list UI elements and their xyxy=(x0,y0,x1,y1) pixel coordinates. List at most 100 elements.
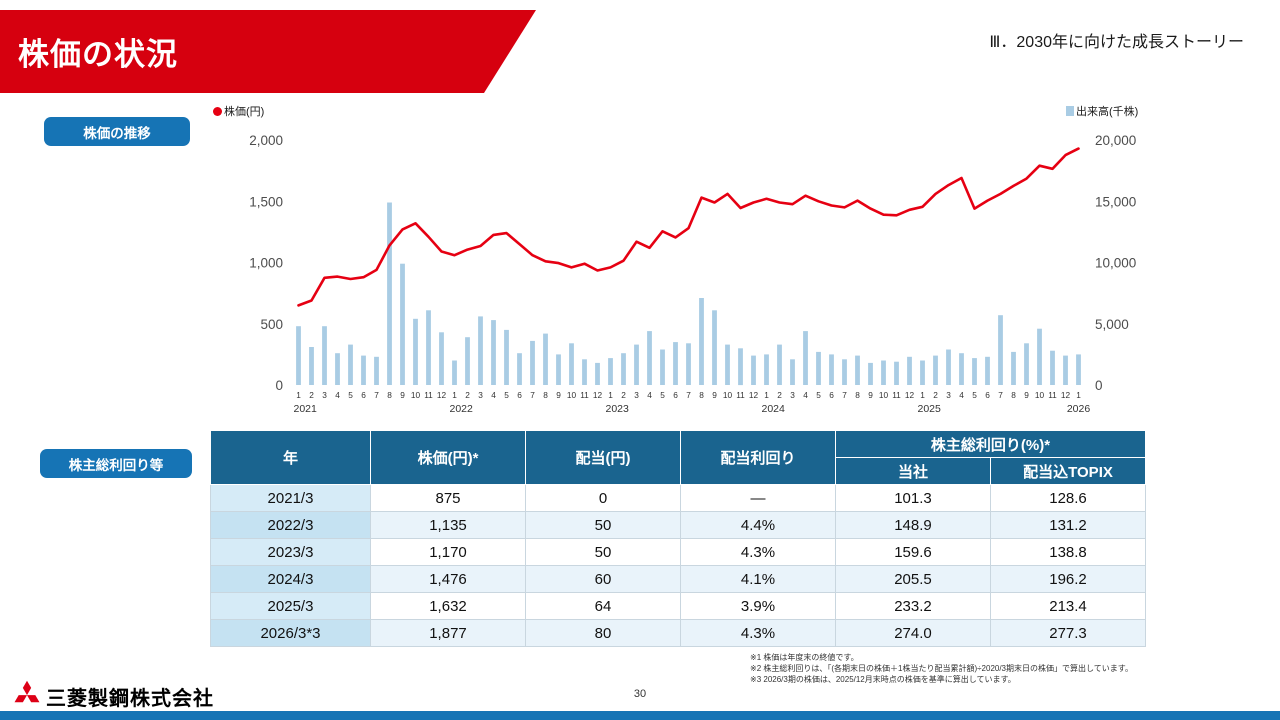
svg-text:2,000: 2,000 xyxy=(249,133,283,148)
svg-text:11: 11 xyxy=(580,390,589,400)
tsr-table: 年 株価(円)* 配当(円) 配当利回り 株主総利回り(%)* 当社 配当込TO… xyxy=(210,430,1147,647)
mitsubishi-logo-icon xyxy=(12,680,42,708)
svg-text:1,500: 1,500 xyxy=(249,194,283,209)
svg-text:2023: 2023 xyxy=(606,403,630,415)
year-cell: 2024/3 xyxy=(210,565,371,593)
footnote: ※1 株価は年度末の終値です。 xyxy=(750,653,859,662)
svg-text:10: 10 xyxy=(411,390,421,400)
svg-text:12: 12 xyxy=(1061,390,1071,400)
footnote: ※2 株主総利回りは、「(各期末日の株価＋1株当たり配当累計額)÷2020/3期… xyxy=(750,663,1133,673)
price-legend: 株価(円) xyxy=(213,103,264,119)
value-cell: 101.3 xyxy=(835,484,991,512)
svg-text:5: 5 xyxy=(816,390,821,400)
value-cell: 4.3% xyxy=(680,538,836,566)
svg-text:500: 500 xyxy=(260,317,283,332)
svg-text:8: 8 xyxy=(1011,390,1016,400)
svg-text:5: 5 xyxy=(972,390,977,400)
svg-text:3: 3 xyxy=(946,390,951,400)
svg-text:6: 6 xyxy=(829,390,834,400)
page-number: 30 xyxy=(633,688,647,700)
svg-text:11: 11 xyxy=(424,390,433,400)
table-row: 2024/3 1,476 60 4.1% 205.5 196.2 xyxy=(210,565,1147,593)
svg-text:12: 12 xyxy=(593,390,603,400)
svg-text:0: 0 xyxy=(1095,378,1103,393)
svg-text:1: 1 xyxy=(1076,390,1081,400)
svg-text:5: 5 xyxy=(348,390,353,400)
svg-text:10: 10 xyxy=(567,390,577,400)
value-cell: 213.4 xyxy=(989,592,1147,620)
svg-text:5: 5 xyxy=(504,390,509,400)
chart-section-pill: 株価の推移 xyxy=(44,117,190,146)
value-cell: 1,632 xyxy=(370,592,526,620)
svg-text:2: 2 xyxy=(309,390,314,400)
page-title: 株価の状況 xyxy=(18,37,178,72)
footnotes: ※1 株価は年度末の終値です。 ※2 株主総利回りは、「(各期末日の株価＋1株当た… xyxy=(750,653,1230,685)
svg-text:4: 4 xyxy=(491,390,496,400)
svg-text:9: 9 xyxy=(868,390,873,400)
svg-text:5: 5 xyxy=(660,390,665,400)
bottom-accent-bar xyxy=(0,711,1280,720)
svg-text:6: 6 xyxy=(361,390,366,400)
svg-text:15,000: 15,000 xyxy=(1095,194,1136,209)
svg-text:1,000: 1,000 xyxy=(249,256,283,271)
value-cell: 159.6 xyxy=(835,538,991,566)
svg-text:11: 11 xyxy=(892,390,901,400)
value-cell: 64 xyxy=(525,592,681,620)
svg-text:2022: 2022 xyxy=(450,403,474,415)
table-section-pill: 株主総利回り等 xyxy=(40,449,192,478)
value-cell: 50 xyxy=(525,538,681,566)
value-cell: 131.2 xyxy=(989,511,1147,539)
svg-text:6: 6 xyxy=(985,390,990,400)
value-cell: 196.2 xyxy=(989,565,1147,593)
svg-text:1: 1 xyxy=(920,390,925,400)
value-cell: 128.6 xyxy=(989,484,1147,512)
svg-text:3: 3 xyxy=(790,390,795,400)
value-cell: 4.1% xyxy=(680,565,836,593)
svg-text:1: 1 xyxy=(764,390,769,400)
value-cell: 148.9 xyxy=(835,511,991,539)
value-cell: 60 xyxy=(525,565,681,593)
table-row: 2023/3 1,170 50 4.3% 159.6 138.8 xyxy=(210,538,1147,566)
svg-text:10: 10 xyxy=(879,390,889,400)
svg-text:4: 4 xyxy=(803,390,808,400)
svg-text:7: 7 xyxy=(686,390,691,400)
svg-text:8: 8 xyxy=(387,390,392,400)
value-cell: — xyxy=(680,484,836,512)
year-cell: 2025/3 xyxy=(210,592,371,620)
svg-text:20,000: 20,000 xyxy=(1095,133,1136,148)
value-cell: 1,170 xyxy=(370,538,526,566)
header-tsr-company: 当社 xyxy=(835,457,991,485)
header-yield: 配当利回り xyxy=(680,430,836,485)
header-year: 年 xyxy=(210,430,371,485)
value-cell: 1,877 xyxy=(370,619,526,647)
svg-text:9: 9 xyxy=(712,390,717,400)
value-cell: 274.0 xyxy=(835,619,991,647)
svg-text:4: 4 xyxy=(647,390,652,400)
svg-text:10,000: 10,000 xyxy=(1095,256,1136,271)
value-cell: 233.2 xyxy=(835,592,991,620)
value-cell: 1,476 xyxy=(370,565,526,593)
year-cell: 2026/3*3 xyxy=(210,619,371,647)
svg-text:8: 8 xyxy=(543,390,548,400)
header-dividend: 配当(円) xyxy=(525,430,681,485)
value-cell: 1,135 xyxy=(370,511,526,539)
value-cell: 277.3 xyxy=(989,619,1147,647)
price-volume-chart: 0 500 1,000 1,500 2,000 0 5,000 10,000 15,000 20,… xyxy=(249,133,1136,415)
table-row: 2026/3*3 1,877 80 4.3% 274.0 277.3 xyxy=(210,619,1147,647)
header-tsr-group: 株主総利回り(%)* xyxy=(834,430,1147,458)
price-legend-dot-icon xyxy=(213,106,222,116)
svg-text:12: 12 xyxy=(749,390,759,400)
footnote: ※3 2026/3期の株価は、2025/12月末時点の株価を基準に算出しています… xyxy=(750,674,1016,684)
header-tsr-topix: 配当込TOPIX xyxy=(989,457,1147,485)
svg-text:4: 4 xyxy=(335,390,340,400)
svg-text:3: 3 xyxy=(322,390,327,400)
svg-text:12: 12 xyxy=(905,390,915,400)
volume-legend: 出来高(千株) xyxy=(1066,103,1138,119)
svg-text:2: 2 xyxy=(933,390,938,400)
title-banner: 株価の状況 xyxy=(0,10,536,93)
table-row: 2021/3 875 0—101.3 128.6 xyxy=(210,484,1147,512)
svg-text:5,000: 5,000 xyxy=(1095,317,1129,332)
volume-legend-label: 出来高(千株) xyxy=(1076,106,1139,118)
svg-text:3: 3 xyxy=(634,390,639,400)
